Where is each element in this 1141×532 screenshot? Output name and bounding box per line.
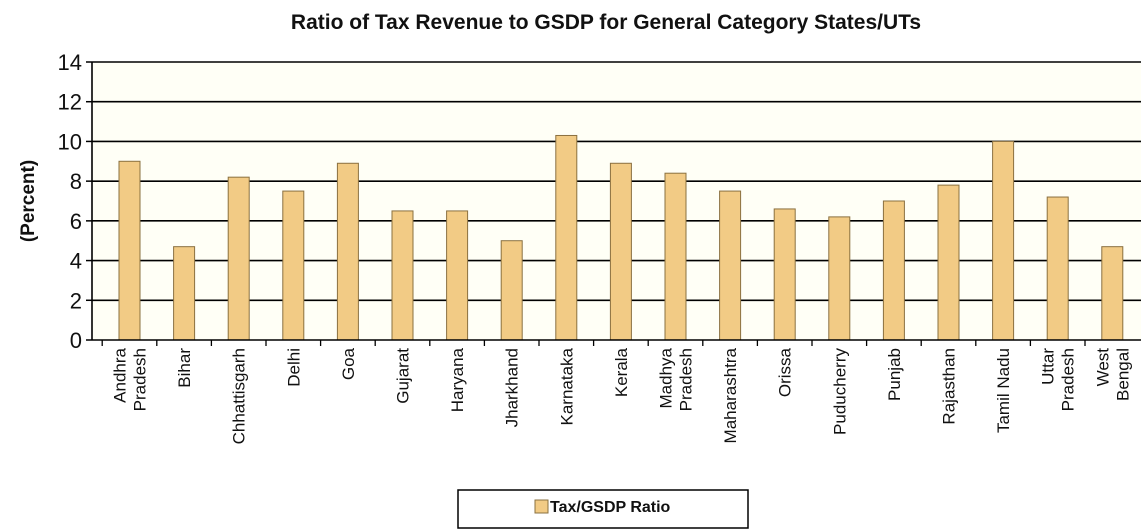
x-tick-label: Andhra Pradesh <box>111 347 150 411</box>
y-tick-label: 10 <box>58 129 82 154</box>
x-tick-label: Orissa <box>776 347 795 397</box>
legend: Tax/GSDP Ratio <box>457 489 749 529</box>
x-tick-labels: Andhra Pradesh Bihar Chhattisgarh Delhi Goa Gu… <box>111 347 1133 444</box>
bar <box>773 208 796 341</box>
x-tick-label: Madhya Pradesh <box>657 347 696 411</box>
axes <box>91 62 1141 346</box>
x-tick-label-line: Kerala <box>612 347 631 397</box>
bar <box>336 162 359 341</box>
bar <box>446 210 469 341</box>
x-tick-label: Gujarat <box>394 348 413 404</box>
y-tick-label: 8 <box>70 169 82 194</box>
bar <box>882 200 905 341</box>
bar <box>173 246 196 341</box>
legend-label: Tax/GSDP Ratio <box>550 499 671 516</box>
legend-box <box>457 489 749 529</box>
x-tick-label-line: Punjab <box>885 348 904 401</box>
y-tick-label: 14 <box>58 50 82 75</box>
x-tick-label: Goa <box>339 347 358 380</box>
x-tick-label: Haryana <box>448 347 467 412</box>
x-tick-label: Rajasthan <box>940 348 959 425</box>
x-tick-label-line: Maharashtra <box>721 347 740 443</box>
bar <box>937 184 960 341</box>
y-axis-label: (Percent) <box>18 160 39 242</box>
x-tick-label: Tamil Nadu <box>994 348 1013 433</box>
x-tick-label-line: Orissa <box>776 347 795 397</box>
bar <box>1101 246 1124 341</box>
bars <box>118 134 1124 341</box>
x-tick-label: Karnataka <box>557 347 576 425</box>
x-tick-label-line: Gujarat <box>394 348 413 404</box>
x-tick-label-line: Bihar <box>175 348 194 388</box>
x-tick-label-line: Puducherry <box>830 348 849 435</box>
bar <box>609 162 632 341</box>
chart-title: Ratio of Tax Revenue to GSDP for General… <box>291 11 921 34</box>
bar <box>664 172 687 341</box>
bar <box>282 190 305 341</box>
x-tick-label-line: Goa <box>339 347 358 380</box>
x-tick-label: Punjab <box>885 348 904 401</box>
x-tick-label-line: Delhi <box>284 348 303 387</box>
x-tick-label-line: Pradesh <box>1059 348 1078 411</box>
x-tick-label-line: Uttar <box>1039 348 1058 385</box>
x-tick-label: West Bengal <box>1093 348 1132 401</box>
x-tick-label-line: Madhya <box>657 347 676 408</box>
bar <box>500 240 523 341</box>
x-tick-label: Delhi <box>284 348 303 387</box>
x-tick-label-line: Pradesh <box>677 348 696 411</box>
y-tick-label: 6 <box>70 209 82 234</box>
x-tick-label-line: Andhra <box>111 347 130 402</box>
x-tick-label-line: Haryana <box>448 347 467 412</box>
x-tick-label: Bihar <box>175 348 194 388</box>
x-tick-label: Kerala <box>612 347 631 397</box>
y-tick-label: 4 <box>70 249 82 274</box>
bar <box>118 160 141 341</box>
x-tick-label: Uttar Pradesh <box>1039 348 1078 412</box>
x-tick-label-line: Bengal <box>1113 348 1132 401</box>
y-tick-label: 0 <box>70 328 82 353</box>
bar <box>828 216 851 341</box>
bar <box>1046 196 1069 341</box>
bar <box>992 140 1015 341</box>
x-tick-label-line: Karnataka <box>557 347 576 425</box>
x-tick-label-line: Pradesh <box>131 348 150 411</box>
legend-swatch <box>534 499 549 514</box>
y-tick-label: 2 <box>70 288 82 313</box>
x-tick-label-line: Rajasthan <box>940 348 959 425</box>
x-tick-label-line: Jharkhand <box>503 348 522 427</box>
bar <box>227 176 250 341</box>
x-tick-label: Chhattisgarh <box>230 348 249 444</box>
bar <box>719 190 742 341</box>
y-tick-labels: 0 2 4 6 8 10 12 14 <box>58 50 82 353</box>
x-tick-label-line: West <box>1093 348 1112 387</box>
x-tick-label: Jharkhand <box>503 348 522 427</box>
x-tick-label: Puducherry <box>830 348 849 435</box>
bar <box>391 210 414 341</box>
x-tick-label: Maharashtra <box>721 347 740 443</box>
x-tick-label-line: Tamil Nadu <box>994 348 1013 433</box>
y-tick-label: 12 <box>58 90 82 115</box>
bar <box>555 134 578 341</box>
x-tick-label-line: Chhattisgarh <box>230 348 249 444</box>
